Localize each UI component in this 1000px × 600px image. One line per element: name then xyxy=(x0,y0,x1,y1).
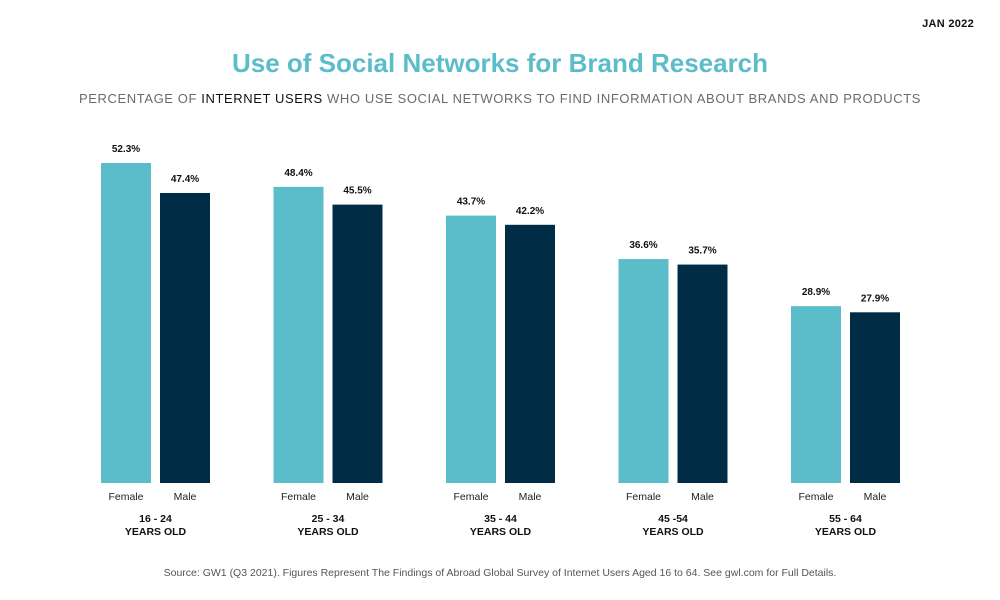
series-label: Female xyxy=(626,491,661,503)
bar-male-2 xyxy=(505,224,555,484)
bar-male-4 xyxy=(850,312,900,483)
subtitle-suffix: WHO USE SOCIAL NETWORKS TO FIND INFORMAT… xyxy=(322,91,922,106)
subtitle-prefix: PERCENTAGE OF xyxy=(78,91,202,106)
bar-female-1 xyxy=(273,186,324,483)
series-label: Female xyxy=(798,491,833,503)
category-label: YEARS OLD xyxy=(125,526,187,538)
category-label: YEARS OLD xyxy=(470,526,532,538)
series-label: Male xyxy=(519,491,542,503)
category-label: 55 - 64 xyxy=(829,513,862,525)
value-label: 42.2% xyxy=(516,206,544,217)
bar-male-3 xyxy=(677,264,728,483)
series-label: Female xyxy=(281,491,316,503)
series-label: Male xyxy=(174,491,197,503)
bar-female-0 xyxy=(101,163,151,483)
series-label: Female xyxy=(108,491,143,503)
series-label: Female xyxy=(453,491,488,503)
subtitle-highlight: INTERNET USERS xyxy=(201,91,323,106)
chart-subtitle: PERCENTAGE OF INTERNET USERS WHO USE SOC… xyxy=(0,91,1000,106)
value-label: 36.6% xyxy=(629,240,657,251)
bar-male-1 xyxy=(332,204,383,483)
value-label: 52.3% xyxy=(112,144,140,155)
bar-female-4 xyxy=(791,306,841,483)
value-label: 45.5% xyxy=(343,186,371,197)
category-label: YEARS OLD xyxy=(297,526,359,538)
series-label: Male xyxy=(346,491,369,503)
value-label: 35.7% xyxy=(688,246,716,257)
category-label: 35 - 44 xyxy=(484,513,517,525)
report-date: JAN 2022 xyxy=(922,18,974,30)
bar-female-2 xyxy=(446,215,496,483)
bar-male-0 xyxy=(160,192,210,483)
bar-female-3 xyxy=(618,259,669,483)
category-label: YEARS OLD xyxy=(642,526,704,538)
value-label: 28.9% xyxy=(802,287,830,298)
value-label: 48.4% xyxy=(284,168,312,179)
category-label: YEARS OLD xyxy=(815,526,877,538)
chart-title: Use of Social Networks for Brand Researc… xyxy=(231,48,769,78)
category-label: 25 - 34 xyxy=(312,513,345,525)
value-label: 47.4% xyxy=(171,174,199,185)
series-label: Male xyxy=(864,491,887,503)
category-label: 16 - 24 xyxy=(139,513,172,525)
series-label: Male xyxy=(691,491,714,503)
category-label: 45 -54 xyxy=(658,513,688,525)
value-label: 43.7% xyxy=(457,197,485,208)
source-note: Source: GW1 (Q3 2021). Figures Represent… xyxy=(163,567,837,579)
value-label: 27.9% xyxy=(861,293,889,304)
